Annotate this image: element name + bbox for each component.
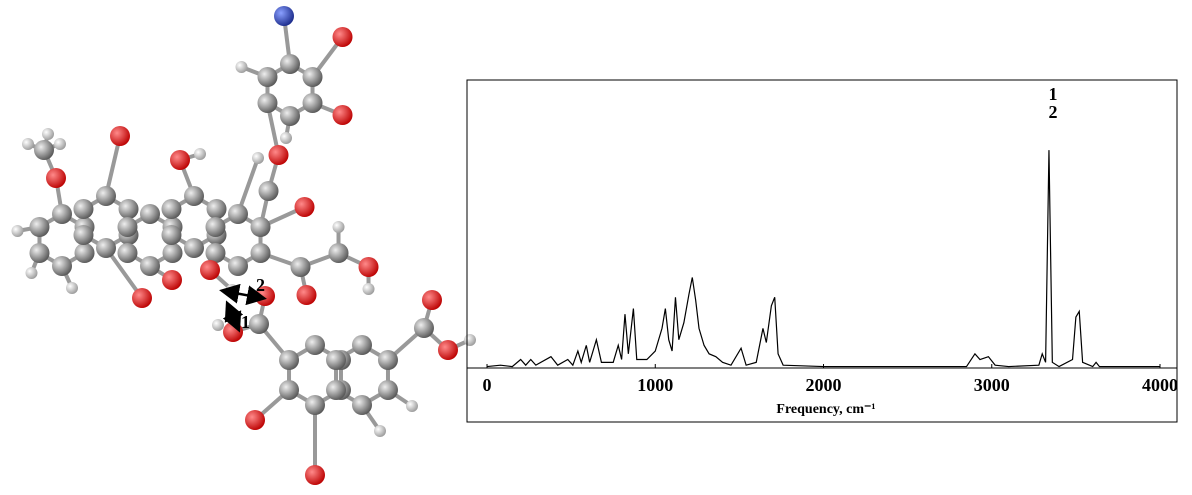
atom (352, 335, 372, 355)
atom (251, 217, 271, 237)
atom (29, 243, 49, 263)
atom (279, 350, 299, 370)
mode-label: 2 (256, 275, 265, 295)
atom (378, 350, 398, 370)
atom (184, 186, 204, 206)
atom (303, 93, 323, 113)
atom (205, 243, 225, 263)
atom (200, 260, 220, 280)
x-axis-label: Frequency, cm⁻¹ (776, 402, 875, 417)
atom (257, 93, 277, 113)
atom (422, 290, 442, 310)
atom (333, 105, 353, 125)
spectrum-line (487, 150, 1160, 366)
x-tick-label: 1000 (637, 375, 673, 395)
atom (280, 132, 292, 144)
atom (194, 148, 206, 160)
atom (25, 267, 37, 279)
atom (295, 197, 315, 217)
atom (305, 395, 325, 415)
atom (352, 395, 372, 415)
atom (257, 67, 277, 87)
atom (140, 204, 160, 224)
atom (161, 225, 181, 245)
figure: 1 2 Frequency, cm⁻¹ 0100020003000400012 (0, 0, 1192, 495)
atom (414, 318, 434, 338)
atom (359, 257, 379, 277)
mode-label: 1 (241, 312, 250, 332)
atom (163, 243, 183, 263)
atom (305, 465, 325, 485)
atom (326, 350, 346, 370)
atom (132, 288, 152, 308)
atom (52, 204, 72, 224)
atom (235, 61, 247, 73)
atom (34, 140, 54, 160)
atom (374, 425, 386, 437)
atom (207, 199, 227, 219)
x-tick-label: 3000 (974, 375, 1010, 395)
atom (96, 186, 116, 206)
atom (252, 152, 264, 164)
atom (280, 54, 300, 74)
x-tick-label: 0 (483, 375, 492, 395)
atom (117, 243, 137, 263)
atom (363, 283, 375, 295)
plot-frame (467, 80, 1177, 422)
atom (303, 67, 323, 87)
atom (119, 199, 139, 219)
x-tick-label: 4000 (1142, 375, 1178, 395)
x-tick-label: 2000 (806, 375, 842, 395)
atom (162, 270, 182, 290)
peak-annotation: 2 (1048, 102, 1057, 122)
atom (75, 243, 95, 263)
atom (46, 168, 66, 188)
atom (464, 334, 476, 346)
atom (205, 217, 225, 237)
plot: 0 1000 2000 3000 4000 12 (467, 84, 1178, 395)
atom (245, 410, 265, 430)
atom (333, 221, 345, 233)
atom (249, 314, 269, 334)
molecule (11, 6, 475, 485)
atom (259, 181, 279, 201)
atom (333, 27, 353, 47)
atom (117, 217, 137, 237)
atom (251, 243, 271, 263)
atom (52, 256, 72, 276)
atom (378, 380, 398, 400)
atom (140, 256, 160, 276)
atom (73, 199, 93, 219)
peak-annotation: 1 (1048, 84, 1057, 104)
atom (110, 126, 130, 146)
atom (29, 217, 49, 237)
atom (280, 106, 300, 126)
atom (269, 145, 289, 165)
atom (297, 285, 317, 305)
atom (406, 400, 418, 412)
atom (161, 199, 181, 219)
atom (96, 238, 116, 258)
atom (212, 319, 224, 331)
atom (438, 340, 458, 360)
atom (291, 257, 311, 277)
atom (279, 380, 299, 400)
atom (184, 238, 204, 258)
atom (54, 138, 66, 150)
atom (73, 225, 93, 245)
atom (42, 128, 54, 140)
atom (228, 256, 248, 276)
atom (66, 282, 78, 294)
atom (170, 150, 190, 170)
atom (326, 380, 346, 400)
atom (22, 138, 34, 150)
atom (274, 6, 294, 26)
atom (305, 335, 325, 355)
atom (11, 225, 23, 237)
atom (228, 204, 248, 224)
atom (329, 243, 349, 263)
